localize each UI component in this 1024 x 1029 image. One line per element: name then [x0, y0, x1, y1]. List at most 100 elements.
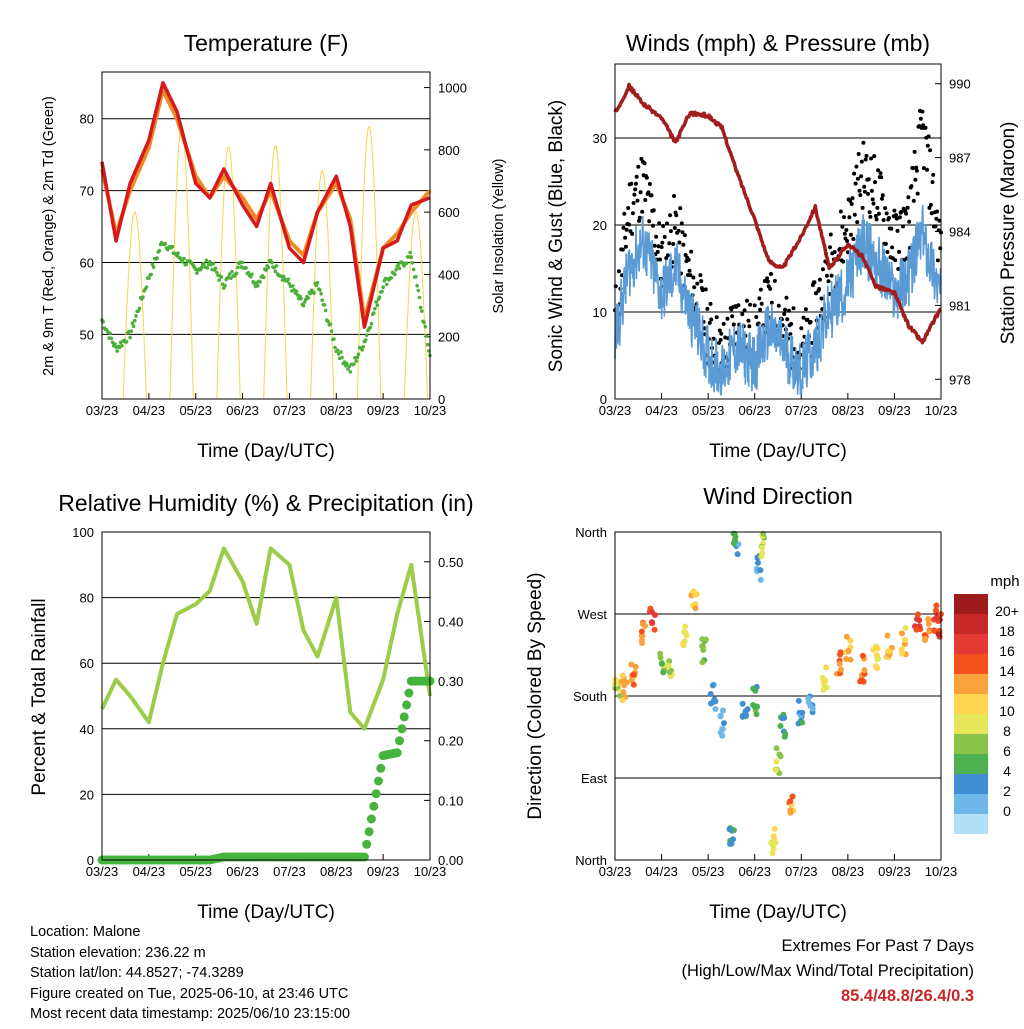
- gust-point: [640, 209, 645, 214]
- dewpoint-point: [287, 282, 292, 286]
- dewpoint-point: [339, 350, 343, 354]
- dewpoint-point: [408, 250, 412, 255]
- gust-point: [817, 287, 822, 291]
- colorbar-label: 4: [1003, 763, 1011, 779]
- direction-point: [666, 658, 673, 665]
- direction-xtick-label: 05/23: [692, 864, 725, 879]
- gust-point: [661, 224, 666, 228]
- direction-point: [721, 720, 727, 727]
- direction-point: [648, 609, 655, 616]
- temperature-frame: [101, 71, 431, 400]
- gust-point: [668, 213, 673, 218]
- dewpoint-point: [315, 280, 320, 285]
- gust-point: [657, 221, 662, 226]
- rainfall-point: [369, 801, 379, 811]
- direction-point: [753, 711, 760, 718]
- gust-point: [644, 175, 649, 180]
- rainfall-point: [364, 827, 374, 837]
- gust-point: [667, 241, 672, 246]
- gust-point: [616, 269, 621, 274]
- gust-point: [914, 165, 919, 170]
- gust-point: [672, 194, 676, 198]
- dewpoint-point: [120, 343, 124, 348]
- gust-point: [786, 308, 791, 313]
- gust-point: [688, 273, 693, 278]
- dewpoint-point: [136, 309, 141, 313]
- direction-point: [874, 645, 881, 652]
- direction-point: [619, 697, 626, 704]
- colorbar-label: 10: [999, 703, 1015, 719]
- dewpoint-point: [332, 337, 336, 341]
- gust-point: [905, 205, 910, 210]
- colorbar-label: 2: [1003, 783, 1011, 799]
- gust-point: [859, 174, 864, 179]
- gust-point: [876, 168, 881, 173]
- gust-point: [721, 321, 726, 326]
- temperature-ylabel-right: Solar Insolation (Yellow): [491, 158, 507, 313]
- dewpoint-point: [312, 291, 316, 295]
- gust-point: [856, 152, 861, 156]
- dewpoint-point: [195, 271, 199, 275]
- direction-ytick-label: West: [578, 607, 608, 622]
- direction-point: [717, 712, 724, 719]
- sonic-wind-line: [614, 204, 942, 396]
- humidity-xtick-label: 04/23: [133, 864, 166, 879]
- dewpoint-point: [389, 276, 394, 280]
- dewpoint-point: [374, 300, 378, 304]
- gust-point: [828, 245, 832, 250]
- gust-point: [643, 198, 648, 202]
- dewpoint-point: [286, 277, 291, 282]
- gust-point: [866, 191, 870, 196]
- direction-point: [782, 731, 789, 737]
- station-info: Location: Malone Station elevation: 236.…: [30, 922, 350, 1025]
- humidity-ytick-right-label: 0.20: [438, 734, 463, 749]
- dewpoint-point: [394, 267, 398, 272]
- gust-point: [689, 249, 694, 254]
- direction-point: [799, 719, 806, 726]
- gust-point: [637, 218, 642, 223]
- winds-xtick-label: 09/23: [878, 403, 911, 418]
- gust-point: [845, 239, 850, 243]
- dewpoint-point: [181, 260, 185, 264]
- dewpoint-point: [411, 267, 416, 272]
- temp-2m-line: [100, 81, 431, 329]
- direction-xtick-label: 09/23: [878, 864, 911, 879]
- temperature-xlabel: Time (Day/UTC): [197, 441, 335, 462]
- dewpoint-point: [308, 291, 313, 296]
- gust-point: [873, 214, 878, 218]
- direction-point: [899, 630, 905, 637]
- gust-point: [840, 224, 845, 229]
- winds-plot-area: 0 10 20 30 978 981 984 987 990 03/23 04/23 05/23 06/…: [593, 77, 971, 418]
- dewpoint-point: [301, 303, 306, 308]
- gust-point: [709, 317, 714, 322]
- direction-point: [838, 666, 844, 673]
- gust-point: [892, 208, 897, 213]
- gust-point: [866, 177, 871, 182]
- rainfall-series: [97, 676, 435, 865]
- dewpoint-point: [223, 283, 227, 288]
- gust-point: [850, 196, 855, 201]
- gust-point: [658, 257, 662, 262]
- gust-point: [878, 171, 883, 176]
- colorbar-swatch: [954, 594, 988, 614]
- gust-point: [637, 215, 642, 220]
- gust-point: [857, 188, 862, 193]
- colorbar-swatch: [954, 634, 988, 654]
- direction-point: [623, 679, 630, 686]
- gust-point: [791, 306, 796, 311]
- gust-point: [672, 226, 677, 230]
- dewpoint-point: [361, 345, 366, 349]
- direction-xlabel: Time (Day/UTC): [709, 902, 847, 923]
- direction-point: [709, 682, 716, 689]
- colorbar-swatch: [954, 614, 988, 634]
- winds-title: Winds (mph) & Pressure (mb): [626, 30, 930, 56]
- dewpoint-point: [134, 314, 138, 318]
- dewpoint-point: [244, 266, 248, 270]
- gust-point: [851, 237, 856, 241]
- dewpoint-point: [336, 352, 341, 356]
- humidity-xlabel: Time (Day/UTC): [197, 902, 335, 923]
- gust-point: [769, 272, 773, 276]
- temperature-xtick-label: 04/23: [133, 403, 166, 418]
- gust-point: [769, 300, 774, 305]
